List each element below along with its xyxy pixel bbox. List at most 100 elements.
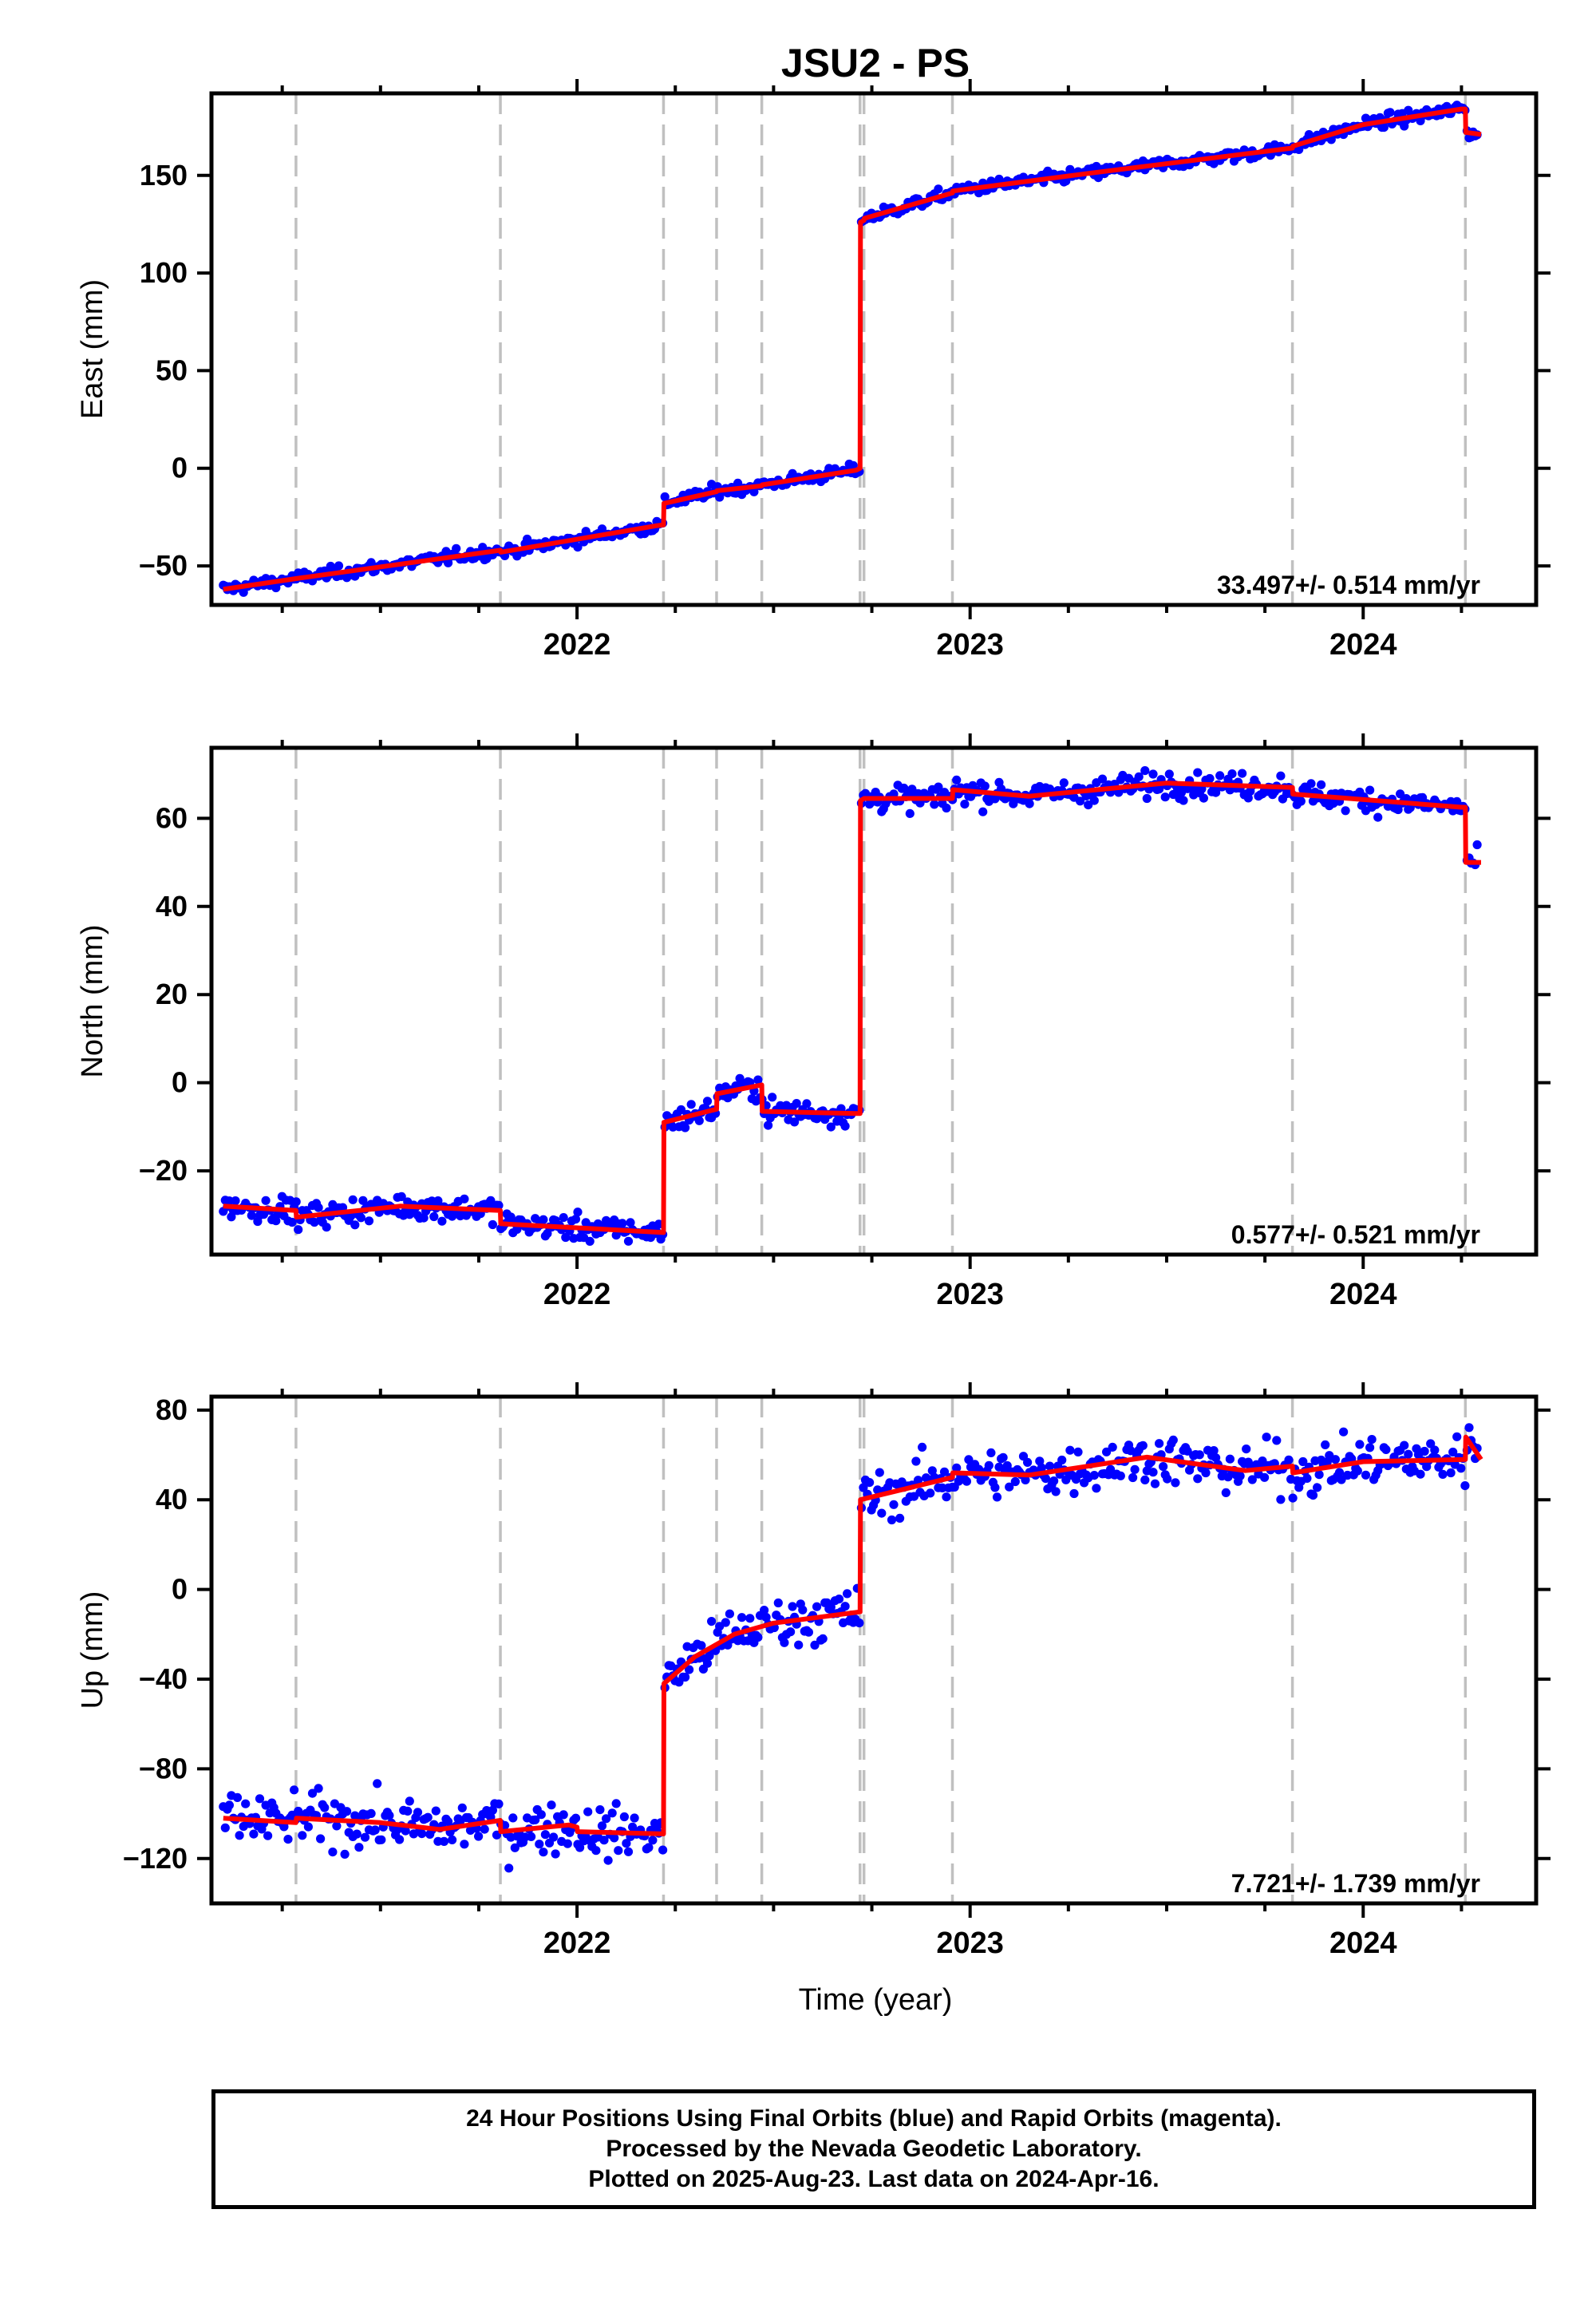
data-point <box>753 1633 763 1642</box>
data-point <box>448 1835 457 1844</box>
y-tick-label: −20 <box>139 1154 188 1187</box>
data-point <box>927 1466 937 1476</box>
data-point <box>423 1812 433 1822</box>
data-point <box>1140 1475 1150 1484</box>
footer-line-3: Plotted on 2025-Aug-23. Last data on 202… <box>588 2166 1159 2192</box>
data-point <box>1065 1445 1075 1455</box>
data-point <box>725 1609 735 1618</box>
data-point <box>1025 799 1034 808</box>
data-point <box>1235 1471 1245 1480</box>
model-line-up <box>223 1434 1483 1836</box>
data-point <box>1446 1468 1456 1478</box>
rate-label-north: 0.577+/- 0.521 mm/yr <box>1231 1220 1480 1249</box>
data-point <box>753 1075 763 1085</box>
data-point <box>342 1807 352 1816</box>
data-point <box>573 543 583 552</box>
data-point <box>599 1836 609 1845</box>
data-point <box>1073 1447 1083 1456</box>
data-point <box>1160 792 1170 802</box>
data-point <box>1155 1439 1164 1448</box>
data-point <box>660 492 670 502</box>
data-point <box>1051 1487 1061 1496</box>
data-point <box>1049 1476 1059 1486</box>
data-point <box>619 1812 630 1822</box>
data-point <box>314 1784 323 1793</box>
data-point <box>328 1848 338 1857</box>
data-point <box>644 1843 654 1852</box>
data-point <box>1159 1462 1168 1472</box>
data-point <box>571 1215 581 1224</box>
data-point <box>559 1810 568 1820</box>
data-point <box>1404 1449 1413 1459</box>
data-point <box>802 1099 812 1109</box>
data-point <box>1361 1470 1371 1480</box>
data-point <box>911 1456 921 1466</box>
data-point <box>1314 1470 1324 1480</box>
data-point <box>614 1846 623 1856</box>
data-point <box>1242 1445 1251 1454</box>
data-point <box>531 1214 540 1223</box>
data-point <box>992 1492 1002 1502</box>
data-point <box>834 1595 844 1604</box>
data-point <box>681 1123 690 1132</box>
data-point <box>1365 1443 1375 1452</box>
data-point <box>536 1810 546 1820</box>
data-point <box>930 800 939 809</box>
rate-label-up: 7.721+/- 1.739 mm/yr <box>1231 1869 1480 1898</box>
data-point <box>395 1835 405 1844</box>
data-point <box>1306 779 1316 788</box>
data-point <box>419 1213 429 1223</box>
data-point <box>486 1196 496 1205</box>
data-point <box>247 1211 256 1220</box>
data-point <box>610 1833 619 1843</box>
data-point <box>1321 1440 1330 1449</box>
data-point <box>1211 788 1221 797</box>
data-point <box>494 1200 504 1210</box>
data-point <box>460 1194 469 1203</box>
data-point <box>1452 1432 1462 1441</box>
data-point <box>261 1196 271 1205</box>
data-point <box>585 1236 595 1246</box>
data-point <box>1385 108 1395 117</box>
data-point <box>1211 1453 1221 1463</box>
data-point <box>895 1513 905 1523</box>
data-point <box>417 1829 427 1839</box>
data-point <box>1430 1445 1440 1455</box>
x-tick-label: 2022 <box>543 1927 611 1960</box>
data-point <box>786 1627 796 1637</box>
data-point <box>224 1800 234 1810</box>
data-point <box>373 1779 382 1788</box>
data-point <box>926 1488 935 1498</box>
data-point <box>332 1821 342 1831</box>
data-point <box>597 1821 607 1831</box>
data-point <box>1339 1427 1349 1437</box>
data-point <box>1396 789 1405 799</box>
data-point <box>840 1602 850 1611</box>
data-point <box>1367 1435 1377 1445</box>
data-point <box>360 1832 370 1842</box>
data-point <box>818 1634 828 1643</box>
data-point <box>773 1598 783 1608</box>
data-point <box>1225 1454 1235 1464</box>
data-point <box>623 1236 634 1246</box>
data-point <box>1089 1471 1099 1480</box>
plot-frame-north <box>209 745 1539 1257</box>
data-point <box>875 1468 884 1477</box>
data-point <box>913 1476 923 1485</box>
data-point <box>314 1203 323 1212</box>
data-point <box>563 1839 572 1848</box>
data-point <box>1209 1446 1219 1456</box>
data-point <box>255 1794 265 1804</box>
data-point <box>527 1832 536 1841</box>
footer-line-1: 24 Hour Positions Using Final Orbits (bl… <box>466 2105 1282 2132</box>
data-point <box>1005 1482 1014 1492</box>
data-point <box>848 460 858 470</box>
data-point <box>1168 1435 1178 1445</box>
data-point <box>452 543 461 553</box>
data-point <box>364 1216 374 1226</box>
data-point <box>630 1813 639 1823</box>
data-point <box>960 800 970 809</box>
y-tick-label: 60 <box>156 801 188 834</box>
data-point <box>964 1455 974 1464</box>
data-point <box>1381 1445 1391 1454</box>
